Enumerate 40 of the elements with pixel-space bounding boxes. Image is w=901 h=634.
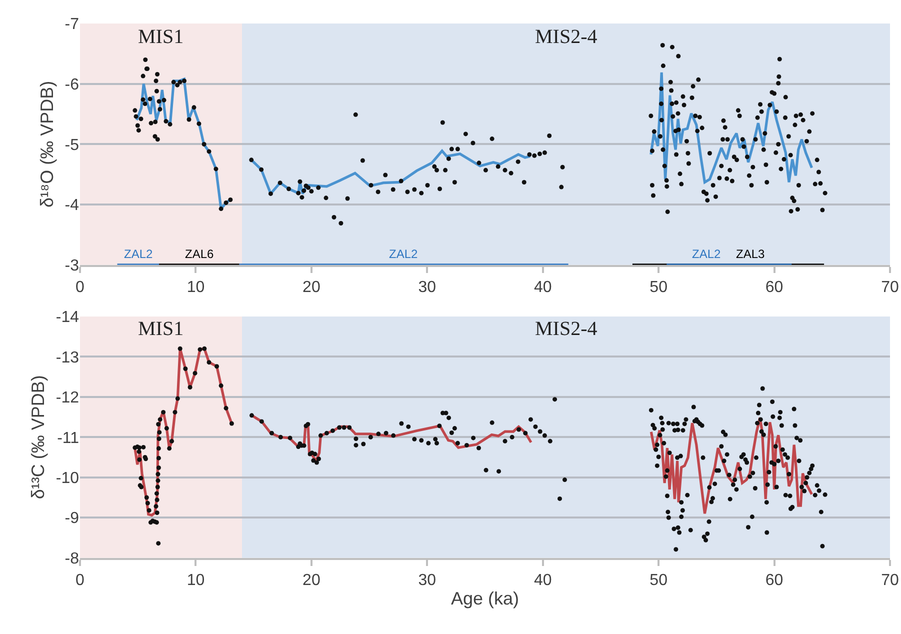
x-tick-label: 30 bbox=[418, 572, 436, 590]
x-tick-label: 70 bbox=[881, 279, 899, 296]
band-label: MIS1 bbox=[138, 26, 184, 48]
series-label: ZAL2 bbox=[124, 247, 154, 261]
x-tick-label: 70 bbox=[881, 572, 899, 590]
series-label: ZAL3 bbox=[736, 247, 766, 261]
y-axis-title: δ¹³C (‰ VPDB) bbox=[28, 375, 48, 500]
x-tick-label: 30 bbox=[418, 279, 436, 296]
y-tick-label: -10 bbox=[56, 470, 80, 487]
y-tick-label: -13 bbox=[56, 349, 80, 366]
y-tick-label: -3 bbox=[64, 257, 80, 274]
x-tick-label: 0 bbox=[76, 572, 85, 590]
series-label: ZAL6 bbox=[185, 247, 214, 261]
x-tick-label: 20 bbox=[302, 572, 320, 590]
x-tick-label: 60 bbox=[765, 279, 784, 296]
x-tick-label: 50 bbox=[650, 572, 668, 590]
series-label: ZAL2 bbox=[389, 247, 418, 261]
y-axis-title: δ¹⁸O (‰ VPDB) bbox=[36, 80, 57, 208]
y-tick-label: -6 bbox=[64, 76, 80, 94]
x-tick-label: 40 bbox=[534, 572, 552, 590]
x-tick-label: 40 bbox=[534, 279, 552, 296]
y-tick-label: -12 bbox=[56, 390, 80, 407]
y-tick-label: -11 bbox=[57, 430, 80, 447]
band-label: MIS1 bbox=[138, 318, 184, 340]
x-tick-label: 60 bbox=[765, 572, 784, 590]
y-tick-label: -5 bbox=[64, 136, 80, 154]
x-axis-title: Age (ka) bbox=[450, 588, 520, 609]
y-tick-label: -14 bbox=[56, 309, 80, 326]
band-label: MIS2-4 bbox=[535, 26, 598, 48]
y-tick-label: -4 bbox=[64, 197, 80, 214]
y-tick-label: -8 bbox=[64, 550, 80, 568]
series-label: ZAL2 bbox=[692, 247, 722, 261]
x-tick-label: 50 bbox=[650, 279, 668, 296]
band-label: MIS2-4 bbox=[535, 318, 598, 340]
x-tick-label: 20 bbox=[302, 279, 320, 296]
x-tick-label: 10 bbox=[186, 572, 205, 590]
y-tick-label: -7 bbox=[64, 16, 80, 34]
y-tick-label: -9 bbox=[64, 510, 80, 528]
x-tick-label: 10 bbox=[186, 279, 205, 296]
x-tick-label: 0 bbox=[76, 279, 85, 296]
